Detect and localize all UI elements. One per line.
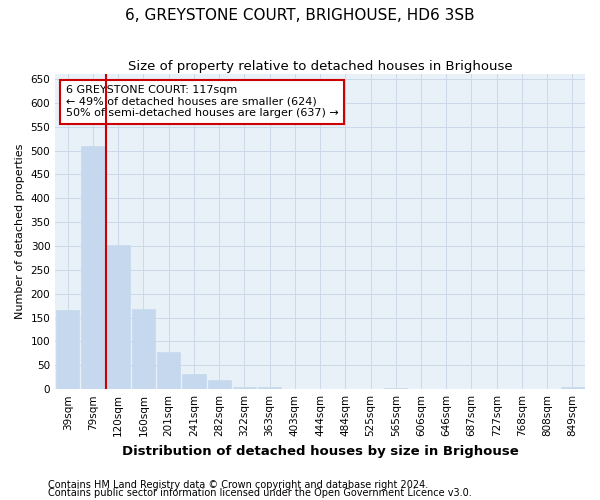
Bar: [233, 387, 256, 389]
Bar: [157, 352, 181, 389]
Title: Size of property relative to detached houses in Brighouse: Size of property relative to detached ho…: [128, 60, 512, 73]
Bar: [384, 388, 407, 389]
Text: Contains public sector information licensed under the Open Government Licence v3: Contains public sector information licen…: [48, 488, 472, 498]
Bar: [208, 380, 231, 389]
Bar: [56, 310, 79, 389]
Bar: [107, 245, 130, 389]
Bar: [258, 387, 281, 389]
Bar: [182, 374, 206, 389]
Text: Contains HM Land Registry data © Crown copyright and database right 2024.: Contains HM Land Registry data © Crown c…: [48, 480, 428, 490]
Bar: [561, 387, 584, 389]
Y-axis label: Number of detached properties: Number of detached properties: [15, 144, 25, 320]
Text: 6, GREYSTONE COURT, BRIGHOUSE, HD6 3SB: 6, GREYSTONE COURT, BRIGHOUSE, HD6 3SB: [125, 8, 475, 22]
Bar: [132, 309, 155, 389]
X-axis label: Distribution of detached houses by size in Brighouse: Distribution of detached houses by size …: [122, 444, 518, 458]
Bar: [82, 146, 104, 389]
Text: 6 GREYSTONE COURT: 117sqm
← 49% of detached houses are smaller (624)
50% of semi: 6 GREYSTONE COURT: 117sqm ← 49% of detac…: [66, 85, 338, 118]
